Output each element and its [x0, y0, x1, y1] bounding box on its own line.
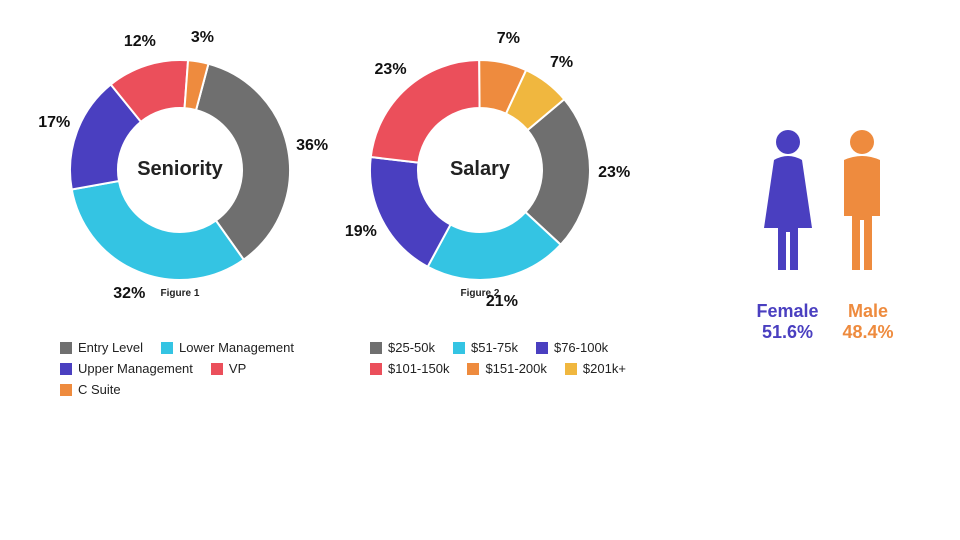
legend-item: $25-50k [370, 340, 435, 355]
legend-item: $76-100k [536, 340, 608, 355]
salary-caption: Figure 2 [370, 288, 590, 299]
donut1-slice-label-3: 12% [124, 33, 156, 51]
gender-infographic: Female 51.6% Male 48.4% [740, 120, 910, 343]
seniority-caption: Figure 1 [70, 288, 290, 299]
legend-item: Upper Management [60, 361, 193, 376]
seniority-title: Seniority [70, 158, 290, 181]
legend-item: $151-200k [467, 361, 546, 376]
legend-swatch [370, 363, 382, 375]
donut1-slice-label-0: 36% [296, 137, 328, 155]
female-label: Female [756, 301, 818, 322]
legend-swatch [536, 342, 548, 354]
legend-swatch [60, 363, 72, 375]
donut1-slice-label-2: 17% [38, 114, 70, 132]
legend-item: VP [211, 361, 246, 376]
legend-swatch [370, 342, 382, 354]
legend-label: Upper Management [78, 361, 193, 376]
legend-swatch [467, 363, 479, 375]
donut2-slice-label-2: 19% [345, 223, 377, 241]
legend-item: Entry Level [60, 340, 143, 355]
legend-swatch [161, 342, 173, 354]
female-percent: 51.6% [756, 322, 818, 343]
male-percent: 48.4% [843, 322, 894, 343]
donut2-slice-label-4: 7% [497, 30, 520, 48]
legend-swatch [211, 363, 223, 375]
donut2-slice-label-5: 7% [550, 54, 573, 72]
donut1-slice-1 [72, 181, 244, 280]
seniority-legend: Entry Level Lower Management Upper Managem… [60, 340, 340, 403]
donut1-slice-label-4: 3% [191, 29, 214, 47]
legend-label: $151-200k [485, 361, 546, 376]
male-label: Male [843, 301, 894, 322]
legend-label: Lower Management [179, 340, 294, 355]
donut2-slice-label-3: 23% [375, 61, 407, 79]
legend-label: Entry Level [78, 340, 143, 355]
legend-swatch [565, 363, 577, 375]
legend-item: $51-75k [453, 340, 518, 355]
female-icon [764, 130, 812, 270]
legend-item: C Suite [60, 382, 121, 397]
legend-label: $51-75k [471, 340, 518, 355]
salary-legend: $25-50k $51-75k $76-100k $101-150k $151-200k… [370, 340, 670, 382]
legend-label: $101-150k [388, 361, 449, 376]
legend-label: $25-50k [388, 340, 435, 355]
legend-swatch [453, 342, 465, 354]
seniority-donut: Seniority Figure 1 36%32%17%12%3% [70, 60, 290, 285]
salary-donut: Salary Figure 2 23%21%19%23%7%7% [370, 60, 590, 285]
legend-swatch [60, 384, 72, 396]
male-icon [844, 130, 880, 270]
salary-title: Salary [370, 158, 590, 181]
gender-icons [740, 120, 910, 290]
legend-item: Lower Management [161, 340, 294, 355]
legend-label: C Suite [78, 382, 121, 397]
donut1-slice-label-1: 32% [113, 285, 145, 303]
legend-label: $201k+ [583, 361, 626, 376]
donut2-slice-label-0: 23% [598, 164, 630, 182]
dashboard-charts: { "layout": { "donut1": {"x": 70, "y": 6… [0, 0, 960, 540]
legend-item: $101-150k [370, 361, 449, 376]
legend-swatch [60, 342, 72, 354]
legend-label: $76-100k [554, 340, 608, 355]
legend-label: VP [229, 361, 246, 376]
legend-item: $201k+ [565, 361, 626, 376]
donut2-slice-label-1: 21% [486, 293, 518, 311]
